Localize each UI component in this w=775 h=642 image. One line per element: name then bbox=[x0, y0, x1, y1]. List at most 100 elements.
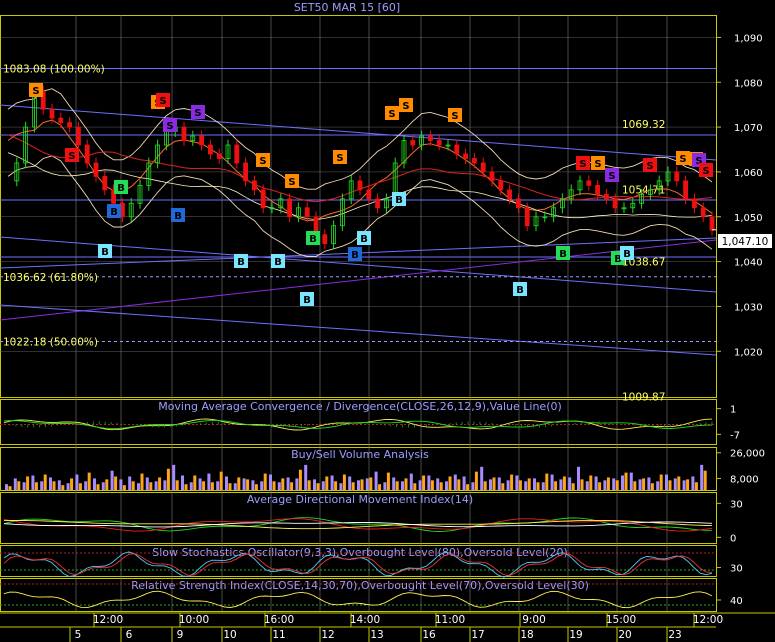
sell-signal: S bbox=[163, 118, 177, 132]
sell-volume-bar bbox=[287, 477, 290, 490]
buy-signal: B bbox=[348, 247, 362, 261]
price-candle bbox=[94, 163, 98, 176]
buy-volume-bar bbox=[695, 482, 698, 490]
buy-volume-bar bbox=[466, 484, 469, 490]
sell-volume-bar bbox=[119, 479, 122, 490]
price-candle bbox=[701, 208, 705, 217]
buy-volume-bar bbox=[528, 478, 531, 490]
buy-volume-bar bbox=[563, 476, 566, 490]
sell-volume-bar bbox=[674, 478, 677, 490]
sell-signal: S bbox=[448, 108, 462, 122]
sell-volume-bar bbox=[304, 465, 307, 490]
signal-label: S bbox=[32, 86, 39, 97]
price-candle bbox=[244, 163, 248, 181]
signal-label: S bbox=[259, 156, 266, 167]
sell-volume-bar bbox=[348, 476, 351, 490]
buy-volume-bar bbox=[484, 481, 487, 490]
sell-volume-bar bbox=[419, 480, 422, 490]
buy-volume-bar bbox=[325, 476, 328, 490]
buy-volume-bar bbox=[53, 481, 56, 490]
price-tick-label: 1,050 bbox=[734, 213, 763, 224]
buy-volume-bar bbox=[572, 483, 575, 490]
sell-volume-bar bbox=[542, 482, 545, 490]
sell-signal: S bbox=[156, 93, 170, 107]
time-label: 12:00 bbox=[93, 614, 123, 626]
buy-volume-bar bbox=[625, 473, 628, 490]
buy-volume-bar bbox=[598, 482, 601, 490]
sell-volume-bar bbox=[700, 465, 703, 490]
buy-volume-bar bbox=[264, 474, 267, 490]
sell-volume-bar bbox=[14, 478, 17, 490]
buy-volume-bar bbox=[9, 486, 12, 490]
buy-volume-bar bbox=[449, 476, 452, 490]
sell-signal: S bbox=[333, 150, 347, 164]
sell-volume-bar bbox=[691, 476, 694, 490]
sell-volume-bar bbox=[401, 481, 404, 490]
sell-volume-bar bbox=[260, 481, 263, 490]
buy-volume-bar bbox=[510, 475, 513, 490]
sell-volume-bar bbox=[339, 483, 342, 490]
sell-volume-bar bbox=[234, 483, 237, 490]
price-candle bbox=[358, 181, 362, 190]
sell-volume-bar bbox=[251, 480, 254, 490]
buy-volume-bar bbox=[123, 485, 126, 490]
buy-volume-bar bbox=[519, 480, 522, 490]
signal-label: S bbox=[451, 111, 458, 122]
last-price-tag: 1,047.10 bbox=[718, 234, 772, 248]
sell-volume-bar bbox=[489, 479, 492, 490]
date-label: 19 bbox=[569, 629, 582, 641]
buy-volume-bar bbox=[281, 478, 284, 490]
buy-signal: B bbox=[513, 282, 527, 296]
signal-label: S bbox=[402, 101, 409, 112]
signal-label: B bbox=[303, 295, 311, 306]
buy-volume-bar bbox=[290, 482, 293, 490]
price-candle bbox=[587, 181, 591, 185]
signal-label: S bbox=[679, 154, 686, 165]
sell-volume-bar bbox=[366, 478, 369, 490]
sell-signal: S bbox=[29, 83, 43, 97]
sell-volume-bar bbox=[507, 480, 510, 490]
buy-volume-bar bbox=[17, 481, 20, 490]
sell-volume-bar bbox=[471, 482, 474, 490]
buy-volume-bar bbox=[202, 481, 205, 490]
sell-volume-bar bbox=[639, 479, 642, 490]
buy-volume-bar bbox=[35, 482, 38, 490]
buy-volume-bar bbox=[642, 478, 645, 490]
price-candle bbox=[516, 199, 520, 208]
buy-signal: B bbox=[357, 231, 371, 245]
price-candle bbox=[675, 172, 679, 181]
sell-volume-bar bbox=[665, 475, 668, 490]
date-label: 20 bbox=[618, 629, 631, 641]
date-label: 6 bbox=[126, 629, 133, 641]
price-candle bbox=[411, 141, 415, 145]
adx-tick-label: 0 bbox=[730, 533, 736, 544]
sell-volume-bar bbox=[23, 482, 26, 490]
sell-volume-bar bbox=[647, 477, 650, 490]
sell-volume-bar bbox=[445, 481, 448, 490]
date-label: 5 bbox=[75, 629, 82, 641]
signal-label: B bbox=[351, 250, 359, 261]
price-tick-label: 1,030 bbox=[734, 302, 763, 313]
buy-signal: B bbox=[300, 292, 314, 306]
macd-tick-label: -7 bbox=[730, 430, 740, 441]
sell-volume-bar bbox=[454, 475, 457, 490]
time-label: 11:00 bbox=[435, 614, 465, 626]
sell-volume-bar bbox=[463, 476, 466, 490]
date-label: 13 bbox=[370, 629, 383, 641]
price-candle bbox=[367, 190, 371, 199]
sell-volume-bar bbox=[102, 482, 105, 490]
buy-signal: B bbox=[556, 246, 570, 260]
sell-volume-bar bbox=[49, 477, 52, 490]
buy-volume-bar bbox=[220, 472, 223, 490]
price-tick-label: 1,080 bbox=[734, 78, 763, 89]
price-candle bbox=[455, 145, 459, 154]
price-tick-label: 1,090 bbox=[734, 33, 763, 44]
buy-volume-bar bbox=[114, 476, 117, 490]
sell-volume-bar bbox=[551, 475, 554, 490]
fib-level-label: 1036.62 (61.80%) bbox=[3, 272, 98, 284]
price-candle bbox=[684, 181, 688, 199]
signal-label: S bbox=[388, 109, 395, 120]
sell-volume-bar bbox=[75, 475, 78, 490]
buy-signal: B bbox=[306, 231, 320, 245]
signal-label: S bbox=[68, 151, 75, 162]
